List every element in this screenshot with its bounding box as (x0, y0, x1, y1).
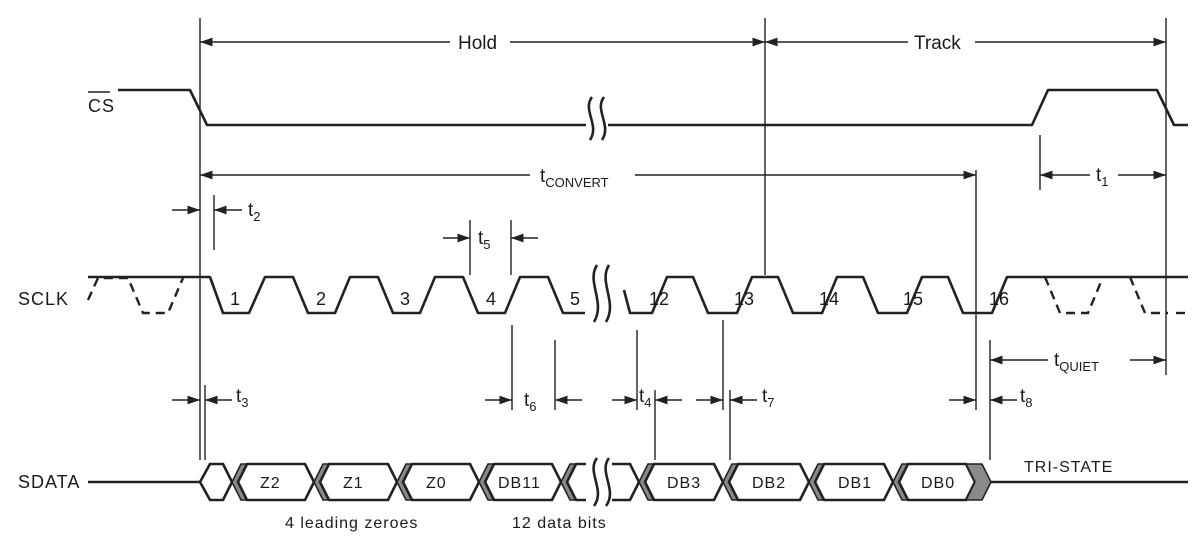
sclk-signal: SCLK 1 2 3 4 5 12 13 14 15 16 (18, 264, 1188, 323)
cs-signal: CS (88, 88, 1188, 141)
t4-label: t4 (639, 386, 652, 410)
data-bit-labels: Z2 Z1 Z0 DB11 DB3 DB2 DB1 DB0 (260, 475, 955, 492)
t-convert: tCONVERT (200, 166, 976, 190)
track-label: Track (914, 33, 961, 54)
clock-number: 14 (819, 289, 839, 309)
data-bit-label: DB3 (667, 475, 701, 492)
t3-label: t3 (236, 386, 249, 410)
clock-number: 5 (570, 289, 580, 309)
track-span: Track (765, 33, 1166, 54)
sdata-break-symbol (592, 457, 612, 507)
t1: t1 (1040, 165, 1166, 189)
hold-label: Hold (458, 33, 497, 54)
clock-number: 3 (400, 289, 410, 309)
t7-label: t7 (762, 386, 775, 410)
sdata-label: SDATA (18, 472, 80, 492)
data-bit-label: Z0 (426, 475, 447, 492)
data-bit-label: DB1 (838, 475, 872, 492)
t8: t8 (949, 386, 1033, 410)
clock-number: 2 (316, 289, 326, 309)
sclk-dashed-pre (86, 276, 185, 315)
t5: t5 (443, 228, 538, 252)
data-bit-label: Z1 (343, 475, 364, 492)
cs-break-symbol (587, 96, 607, 141)
clock-number: 15 (903, 289, 923, 309)
t5-label: t5 (478, 228, 491, 252)
t-quiet: tQUIET (990, 350, 1166, 374)
t-convert-label: tCONVERT (540, 166, 609, 190)
clock-numbers: 1 2 3 4 5 12 13 14 15 16 (230, 289, 1009, 309)
t8-label: t8 (1020, 386, 1033, 410)
t6-label: t6 (524, 390, 537, 414)
data-bit-label: DB11 (498, 475, 541, 492)
t2-label: t2 (248, 200, 261, 224)
t1-label: t1 (1096, 165, 1109, 189)
t-quiet-label: tQUIET (1054, 350, 1099, 374)
clock-number: 16 (989, 289, 1009, 309)
leading-zeroes-caption: 4 leading zeroes (285, 515, 418, 532)
sclk-label: SCLK (18, 289, 69, 309)
data-bit-label: Z2 (260, 475, 281, 492)
data-bit-label: DB2 (752, 475, 786, 492)
clock-number: 4 (486, 289, 496, 309)
sdata-signal: SDATA (18, 457, 1188, 507)
t3: t3 (172, 386, 249, 410)
t7: t7 (696, 386, 775, 410)
clock-number: 13 (734, 289, 754, 309)
cs-label: CS (88, 96, 115, 116)
sclk-break-symbol (592, 264, 612, 323)
data-bit-label: DB0 (921, 475, 955, 492)
clock-number: 12 (649, 289, 669, 309)
tri-state-label: TRI-STATE (1024, 459, 1113, 476)
t4: t4 (612, 386, 682, 410)
t2: t2 (172, 200, 261, 224)
sclk-dashed-post (1043, 276, 1188, 315)
sdata-cells (231, 462, 992, 502)
data-bits-caption: 12 data bits (512, 515, 607, 532)
hold-span: Hold (200, 33, 765, 54)
t6: t6 (485, 390, 582, 414)
clock-number: 1 (230, 289, 240, 309)
